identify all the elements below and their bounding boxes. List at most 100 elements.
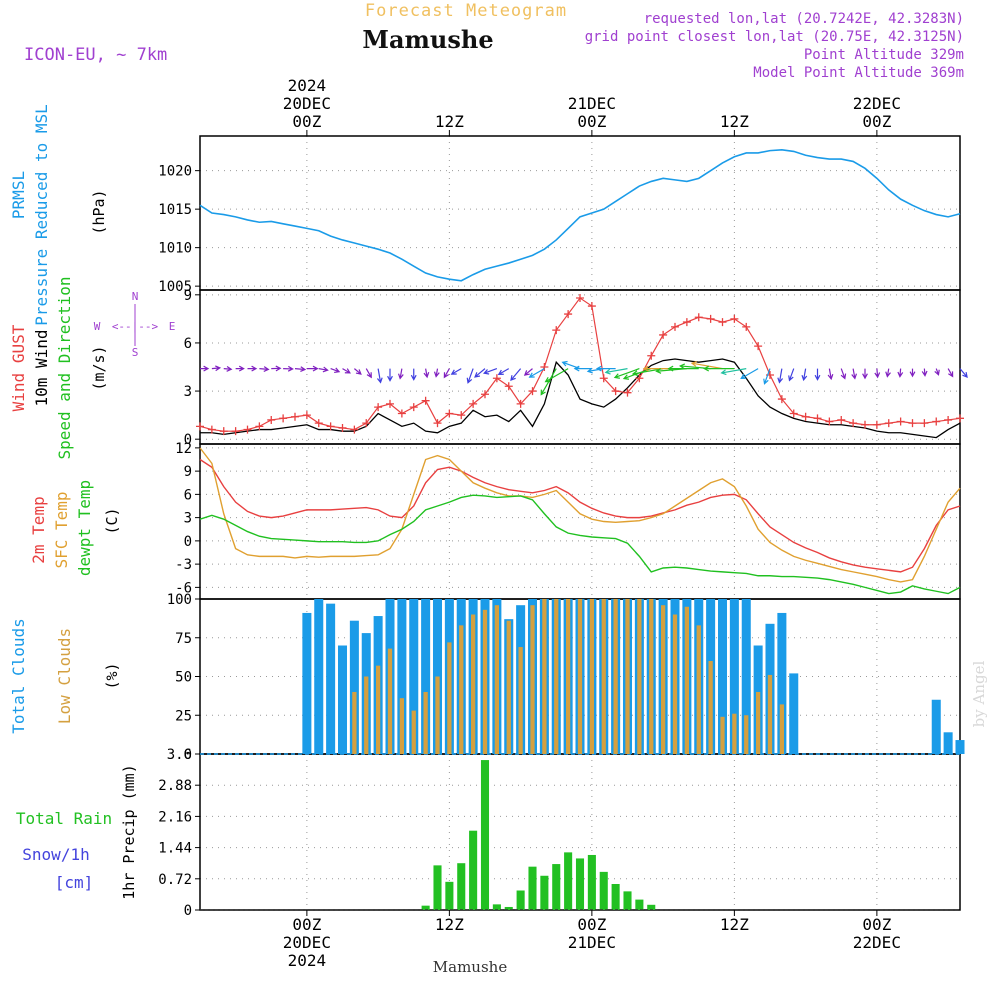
total-cloud-bar: [729, 599, 739, 754]
total-cloud-bar: [931, 699, 941, 754]
wind-direction-arrow: [840, 368, 847, 380]
pressure-unit: (hPa): [90, 189, 108, 234]
wind-gust-point: [659, 330, 668, 339]
low-cloud-bar: [649, 599, 654, 754]
wind-direction-arrow: [483, 368, 498, 375]
wind-gust-point: [279, 414, 288, 423]
rain-bar: [445, 881, 454, 910]
prmsl-label: PRMSL: [9, 171, 28, 219]
low-cloud-bar: [459, 625, 464, 754]
y-tick-label: 3.6: [167, 747, 192, 763]
wind-direction-arrow: [397, 368, 404, 380]
wind-direction-arrow: [934, 368, 940, 376]
snow-unit-label: [cm]: [55, 873, 94, 892]
wind-gust-point: [291, 412, 299, 421]
rain-bar: [516, 890, 525, 910]
wind-gust-point: [682, 318, 691, 327]
precip-panel-labels: Total Rain Snow/1h [cm] 1hr Precip (mm): [16, 764, 138, 899]
y-tick-label: -3: [175, 557, 192, 573]
y-tick-label: 2.16: [158, 809, 192, 825]
wind-direction-arrow: [959, 368, 968, 378]
wind-gust-point: [314, 419, 323, 428]
bottom-time-label: 12Z: [720, 915, 749, 934]
low-cloud-bar: [625, 599, 630, 754]
wind-gust-point: [706, 314, 715, 323]
wind-gust-point: [219, 427, 228, 436]
tsfc-label: SFC Temp: [52, 491, 71, 568]
low-cloud-bar: [423, 692, 428, 754]
low-cloud-bar: [660, 605, 666, 754]
wind-direction-arrow: [874, 368, 881, 379]
wind-direction-arrow: [342, 368, 351, 374]
wind-direction-arrow: [814, 368, 821, 381]
bottom-time-label: 00Z: [577, 915, 606, 934]
wind-gust-point: [587, 302, 596, 311]
dewpt-line: [199, 494, 961, 595]
top-time-label: 21DEC: [568, 94, 616, 113]
rain-bar: [469, 830, 478, 910]
rain-bar: [504, 906, 513, 910]
top-time-label: 20DEC: [283, 94, 331, 113]
wind-direction-arrow: [423, 368, 430, 379]
precip-unit: 1hr Precip (mm): [120, 764, 138, 899]
low-cloud-bar: [755, 692, 761, 754]
low-cloud-bar: [767, 674, 773, 754]
rain-bar: [635, 899, 644, 910]
pressure-panel-labels: PRMSL Pressure Reduced to MSL (hPa): [9, 104, 108, 326]
t2m-label: 2m Temp: [29, 496, 48, 563]
snow-label: Snow/1h: [22, 845, 89, 864]
low-cloud-bar: [696, 625, 701, 754]
bottom-time-label: 00Z: [292, 915, 321, 934]
y-tick-label: 1010: [158, 241, 192, 257]
low-cloud-bar: [720, 716, 725, 754]
wind-gust-point: [920, 419, 929, 428]
rain-bar: [480, 760, 490, 910]
wind-direction-arrow: [763, 368, 771, 385]
wind-direction-arrow: [247, 365, 258, 372]
top-time-label: 22DEC: [853, 94, 901, 113]
pressure-frame: [199, 135, 961, 291]
wind-direction-arrow: [777, 368, 784, 384]
wind-direction-arrow: [497, 368, 510, 375]
wind-gust-point: [255, 422, 264, 431]
wind-direction-arrow: [223, 365, 233, 372]
low-clouds-label: Low Clouds: [55, 628, 74, 724]
bottom-time-label: 00Z: [862, 915, 891, 934]
wind-direction-arrow: [544, 368, 569, 383]
low-cloud-bar: [387, 648, 393, 754]
wind-direction-arrow: [283, 365, 294, 372]
wind-direction-arrow: [211, 365, 222, 372]
y-tick-label: 3: [184, 384, 192, 400]
temperature-frame: [199, 443, 961, 600]
tsfc-line: [199, 447, 961, 583]
wind-direction-arrow: [613, 368, 640, 379]
wind-gust-point: [492, 374, 501, 383]
wind-gust-point: [849, 419, 858, 428]
total-cloud-bar: [314, 599, 324, 754]
low-cloud-bar: [411, 710, 416, 754]
wind-direction-arrow: [690, 361, 723, 370]
low-cloud-bar: [364, 676, 369, 754]
wind-gust-point: [243, 425, 252, 434]
model-label: ICON-EU, ~ 7km: [24, 45, 167, 65]
wind-direction-arrow: [353, 368, 362, 375]
wind-gust-point: [469, 399, 478, 408]
low-cloud-bar: [613, 599, 618, 754]
wind-speed-dir-label: Speed and Direction: [55, 276, 74, 459]
y-tick-label: 1.44: [158, 841, 192, 857]
wind-direction-arrow: [259, 366, 270, 372]
y-tick-label: 0: [184, 432, 192, 448]
compass-south: S: [132, 346, 139, 359]
wind-direction-arrow: [466, 368, 474, 384]
rain-bar: [587, 854, 596, 910]
wind-direction-arrow: [200, 365, 210, 372]
wind-gust-point: [576, 294, 584, 303]
wind-gust-point: [599, 374, 608, 383]
station-title: Mamushe: [362, 25, 493, 54]
wind-gust-point: [457, 411, 466, 420]
total-cloud-bar: [349, 620, 359, 754]
top-time-label: 00Z: [577, 112, 606, 131]
low-cloud-bar: [601, 599, 606, 754]
wind-direction-arrow: [947, 368, 954, 378]
total-cloud-bar: [943, 732, 953, 754]
